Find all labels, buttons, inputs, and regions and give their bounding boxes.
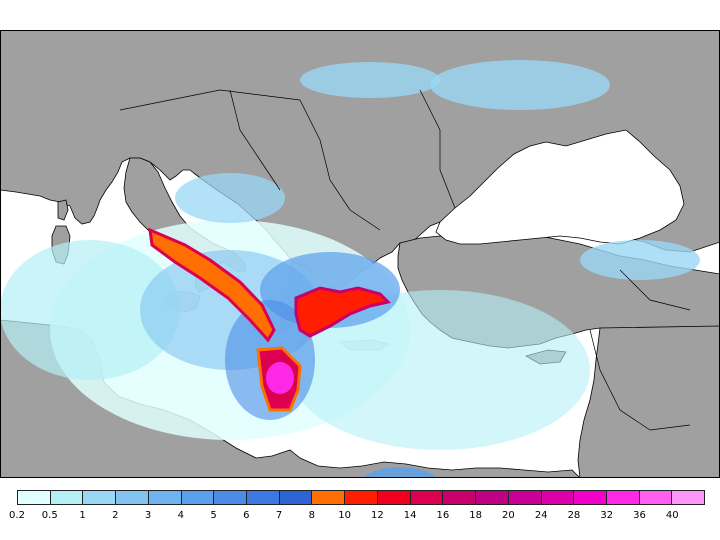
legend-label: 0.5 xyxy=(41,510,58,521)
legend-swatch xyxy=(475,490,508,505)
legend-label: 3 xyxy=(144,510,152,521)
black-sea xyxy=(435,129,685,245)
precip-east-black xyxy=(580,240,700,280)
legend-label: 7 xyxy=(275,510,283,521)
legend-swatch xyxy=(49,490,83,505)
border-line-5 xyxy=(589,329,691,431)
legend-swatch xyxy=(311,490,345,505)
legend-swatch xyxy=(246,490,279,505)
land-levant xyxy=(577,325,720,478)
precip-north-left xyxy=(300,62,440,98)
border-line-2 xyxy=(299,99,381,231)
precip-band-greece xyxy=(294,286,391,338)
legend-label: 24 xyxy=(534,510,548,521)
legend-swatch xyxy=(442,490,476,505)
precip-band-italy xyxy=(148,227,276,343)
legend-swatch xyxy=(180,490,214,505)
legend-label: 12 xyxy=(371,510,384,521)
legend-label: 14 xyxy=(403,510,417,521)
precip-libya xyxy=(363,467,437,478)
legend-label: 10 xyxy=(338,510,351,521)
precip-peak-ionian xyxy=(266,362,294,394)
border-line-3 xyxy=(229,89,281,191)
legend-swatch xyxy=(278,490,312,505)
legend-swatch xyxy=(344,490,377,505)
legend-colorbar xyxy=(17,490,706,506)
legend-swatch xyxy=(409,490,443,505)
legend-swatch xyxy=(115,490,148,505)
legend-label: 40 xyxy=(665,510,679,521)
precip-north-black xyxy=(430,60,610,110)
legend-swatch xyxy=(213,490,247,505)
precip-light-west xyxy=(0,240,180,380)
legend-swatch xyxy=(147,490,181,505)
legend-label: 18 xyxy=(469,510,483,521)
legend-label: 28 xyxy=(567,510,581,521)
map-canvas xyxy=(0,30,720,478)
legend-label: 5 xyxy=(210,510,217,521)
legend-swatch xyxy=(671,490,706,505)
legend-labels: 0.2 0.5 1 2 3 4 5 6 7 8 10 12 14 16 18 20 24 28 32 36 40 xyxy=(9,510,705,526)
legend-label: 20 xyxy=(502,510,515,521)
legend-label: 36 xyxy=(633,510,646,521)
border-line-1 xyxy=(119,89,301,111)
border-line-4 xyxy=(419,89,456,209)
land-corsica xyxy=(57,199,69,221)
legend-label: 16 xyxy=(436,510,450,521)
legend-label: 4 xyxy=(177,510,184,521)
color-legend: 0.2 0.5 1 2 3 4 5 6 7 8 10 12 14 16 18 20 24 28 32 36 40 xyxy=(0,490,720,530)
legend-label: 0.2 xyxy=(9,510,25,521)
border-lines xyxy=(119,89,691,431)
legend-swatch xyxy=(605,490,639,505)
legend-swatch xyxy=(376,490,410,505)
legend-label: 8 xyxy=(308,510,316,521)
legend-label: 1 xyxy=(79,510,86,521)
legend-swatch xyxy=(573,490,606,505)
precip-light-east xyxy=(290,290,590,450)
legend-label: 32 xyxy=(600,510,614,521)
legend-label: 2 xyxy=(112,510,119,521)
border-line-6 xyxy=(619,269,691,311)
legend-swatch xyxy=(17,490,50,505)
legend-swatch xyxy=(82,490,116,505)
legend-swatch xyxy=(638,490,672,505)
precip-layer xyxy=(0,60,700,478)
legend-swatch xyxy=(507,490,541,505)
precipitation-map xyxy=(0,30,720,478)
precip-adriatic xyxy=(175,173,285,223)
legend-swatch xyxy=(540,490,574,505)
legend-label: 6 xyxy=(243,510,250,521)
